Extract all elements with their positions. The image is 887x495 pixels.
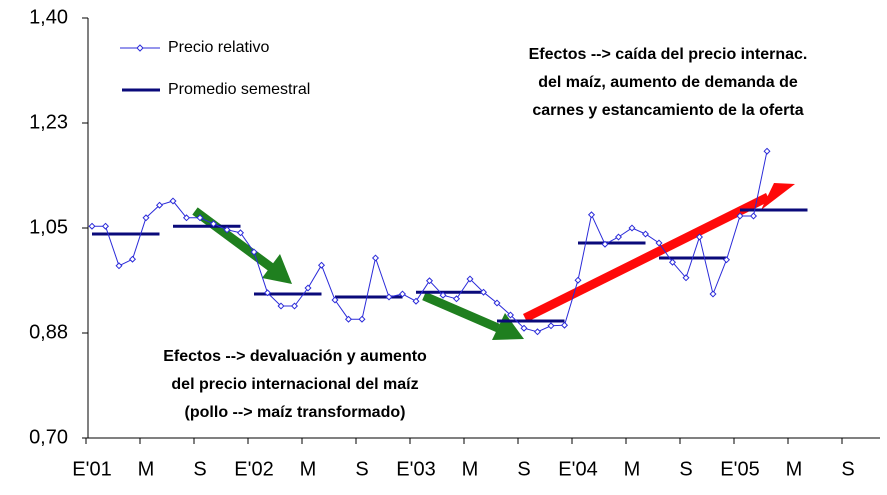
point-marker bbox=[155, 201, 164, 209]
annotation: Efectos --> caída del precio internac. bbox=[529, 46, 808, 63]
point-marker bbox=[736, 212, 744, 220]
arrow bbox=[422, 291, 500, 333]
arrow-head bbox=[761, 183, 795, 210]
x-tick-label: E'02 bbox=[234, 458, 273, 480]
point-marker bbox=[641, 230, 650, 238]
point-marker bbox=[493, 299, 501, 307]
x-tick-label: S bbox=[193, 458, 206, 480]
annotation: carnes y estancamiento de la oferta bbox=[532, 102, 803, 119]
point-marker bbox=[317, 261, 326, 269]
point-marker bbox=[479, 288, 488, 296]
point-marker bbox=[533, 328, 542, 336]
y-tick-label: 1,40 bbox=[29, 6, 68, 28]
x-tick-label: E'03 bbox=[396, 458, 435, 480]
point-marker bbox=[587, 211, 596, 219]
x-tick-label: M bbox=[300, 458, 317, 480]
point-marker bbox=[668, 258, 677, 266]
point-marker bbox=[439, 291, 447, 299]
point-marker bbox=[398, 290, 407, 298]
point-marker bbox=[695, 233, 704, 241]
point-marker bbox=[506, 311, 515, 319]
annotation: (pollo --> maíz transformado) bbox=[185, 404, 406, 421]
y-tick-label: 1,05 bbox=[29, 216, 68, 238]
annotation: Efectos --> devaluación y aumento bbox=[163, 348, 427, 365]
point-marker bbox=[277, 302, 285, 310]
point-marker bbox=[128, 255, 137, 263]
y-tick-label: 0,88 bbox=[29, 321, 68, 343]
legend-label: Promedio semestral bbox=[168, 81, 310, 98]
y-tick-label: 1,23 bbox=[29, 111, 68, 133]
series-line bbox=[92, 151, 768, 333]
point-marker bbox=[290, 302, 299, 310]
point-marker bbox=[466, 275, 474, 283]
point-marker bbox=[709, 290, 717, 298]
x-tick-label: M bbox=[786, 458, 803, 480]
legend-marker bbox=[136, 44, 144, 52]
point-marker bbox=[331, 296, 339, 304]
x-tick-label: E'04 bbox=[558, 458, 597, 480]
arrow-head bbox=[262, 254, 292, 284]
point-marker bbox=[655, 239, 663, 247]
point-marker bbox=[304, 284, 312, 292]
point-marker bbox=[250, 248, 258, 256]
x-tick-label: M bbox=[624, 458, 641, 480]
point-marker bbox=[574, 276, 582, 284]
arrow bbox=[192, 207, 275, 272]
point-marker bbox=[520, 324, 528, 332]
point-marker bbox=[236, 229, 245, 237]
legend-label: Precio relativo bbox=[168, 39, 269, 56]
point-marker bbox=[560, 321, 569, 329]
point-marker bbox=[344, 315, 353, 323]
point-marker bbox=[628, 224, 636, 232]
point-marker bbox=[371, 254, 380, 262]
point-marker bbox=[412, 297, 420, 305]
x-tick-label: S bbox=[679, 458, 692, 480]
point-marker bbox=[425, 277, 434, 285]
arrow-head bbox=[492, 313, 524, 340]
x-tick-label: E'05 bbox=[720, 458, 759, 480]
x-tick-label: S bbox=[841, 458, 854, 480]
point-marker bbox=[182, 214, 191, 222]
point-marker bbox=[547, 322, 555, 330]
point-marker bbox=[101, 222, 110, 230]
x-tick-label: E'01 bbox=[72, 458, 111, 480]
point-marker bbox=[142, 214, 150, 222]
arrow bbox=[522, 192, 771, 323]
y-tick-label: 0,70 bbox=[29, 426, 68, 448]
point-marker bbox=[169, 197, 177, 205]
point-marker bbox=[263, 289, 272, 297]
x-tick-label: S bbox=[355, 458, 368, 480]
point-marker bbox=[88, 222, 96, 230]
arrows bbox=[192, 183, 795, 340]
point-marker bbox=[385, 293, 393, 301]
point-marker bbox=[749, 212, 758, 220]
point-marker bbox=[614, 233, 623, 241]
point-marker bbox=[115, 262, 123, 270]
point-marker bbox=[358, 315, 366, 323]
point-marker bbox=[763, 147, 771, 155]
x-tick-label: M bbox=[138, 458, 155, 480]
x-tick-label: S bbox=[517, 458, 530, 480]
point-marker bbox=[601, 240, 609, 248]
annotation: del precio internacional del maíz bbox=[171, 376, 418, 393]
point-marker bbox=[209, 220, 218, 228]
point-marker bbox=[223, 226, 231, 234]
point-marker bbox=[452, 295, 461, 303]
x-tick-label: M bbox=[462, 458, 479, 480]
annotation: del maíz, aumento de demanda de bbox=[538, 74, 798, 91]
point-marker bbox=[722, 256, 731, 264]
point-marker bbox=[196, 214, 204, 222]
point-marker bbox=[682, 274, 690, 282]
